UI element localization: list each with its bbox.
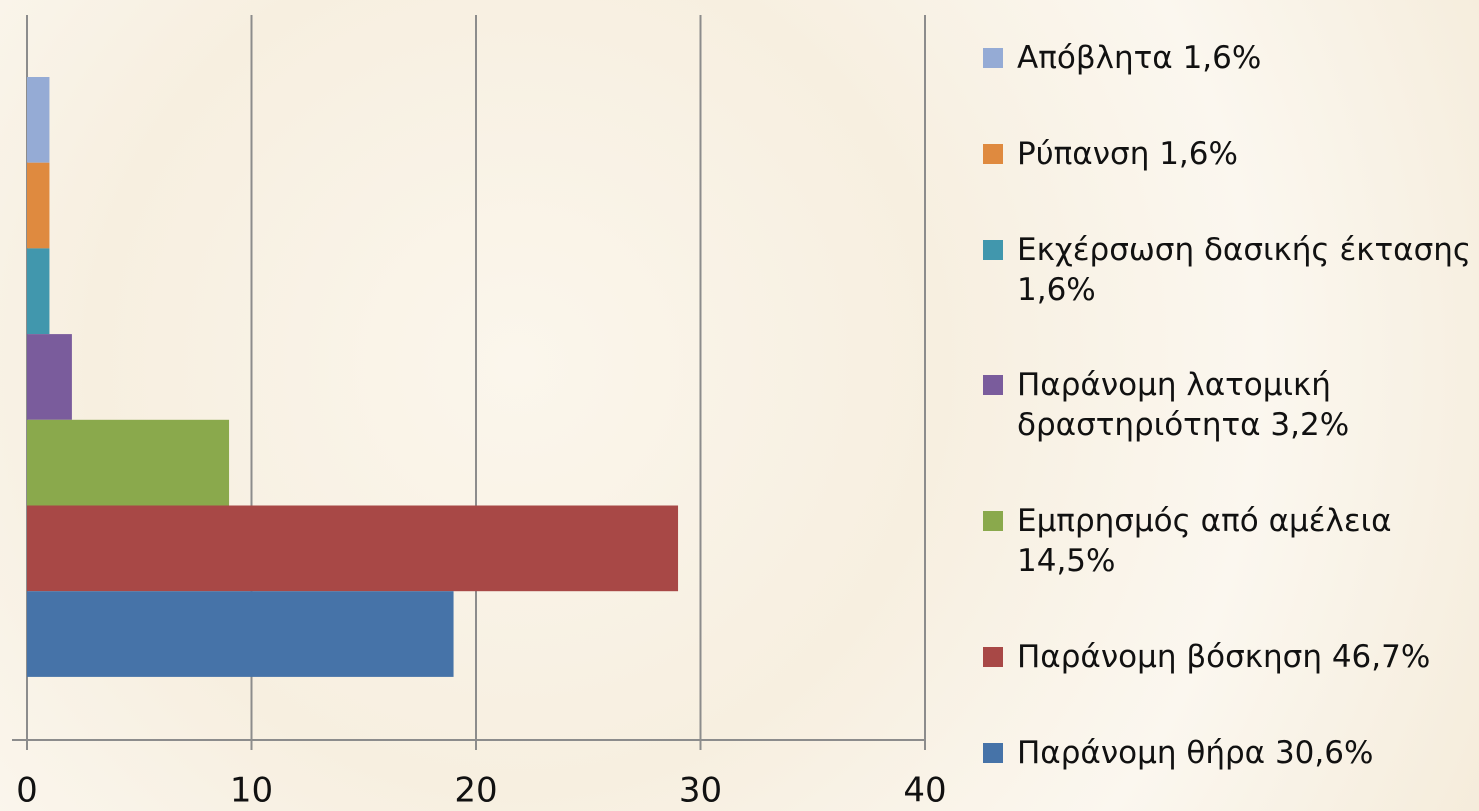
legend-label: Ρύπανση 1,6% <box>1017 134 1238 174</box>
bar <box>27 506 678 592</box>
legend: Απόβλητα 1,6% Ρύπανση 1,6% Εκχέρσωση δασικ… <box>983 0 1479 811</box>
legend-item: Εκχέρσωση δασικής έκτασης 1,6% <box>983 230 1479 310</box>
bar <box>27 163 49 249</box>
legend-label: Εκχέρσωση δασικής έκτασης 1,6% <box>1017 230 1479 310</box>
legend-item: Παράνομη θήρα 30,6% <box>983 733 1479 773</box>
x-tick-label: 40 <box>903 771 946 811</box>
legend-swatch <box>983 511 1003 531</box>
page: 0 10 20 30 40 Απόβλητα 1,6% Ρύπανση 1,6% Εκχέρ… <box>0 0 1479 811</box>
legend-label: Παράνομη βόσκηση 46,7% <box>1017 637 1430 677</box>
legend-item: Παράνομη λατομική δραστηριότητα 3,2% <box>983 365 1479 445</box>
legend-label: Παράνομη θήρα 30,6% <box>1017 733 1373 773</box>
bar <box>27 334 72 420</box>
legend-label: Εμπρησμός από αμέλεια 14,5% <box>1017 501 1479 581</box>
x-tick-label: 30 <box>679 771 722 811</box>
bar <box>27 420 229 506</box>
legend-label: Απόβλητα 1,6% <box>1017 38 1261 78</box>
bar <box>27 77 49 163</box>
bar <box>27 248 49 334</box>
legend-swatch <box>983 647 1003 667</box>
chart: 0 10 20 30 40 <box>0 0 960 811</box>
legend-label: Παράνομη λατομική δραστηριότητα 3,2% <box>1017 365 1479 445</box>
legend-swatch <box>983 144 1003 164</box>
legend-swatch <box>983 240 1003 260</box>
bar <box>27 591 454 677</box>
legend-item: Εμπρησμός από αμέλεια 14,5% <box>983 501 1479 581</box>
x-tick-label: 10 <box>230 771 273 811</box>
legend-swatch <box>983 743 1003 763</box>
x-tick-label: 0 <box>16 771 38 811</box>
legend-swatch <box>983 375 1003 395</box>
legend-item: Παράνομη βόσκηση 46,7% <box>983 637 1479 677</box>
legend-item: Ρύπανση 1,6% <box>983 134 1479 174</box>
legend-item: Απόβλητα 1,6% <box>983 38 1479 78</box>
legend-swatch <box>983 48 1003 68</box>
x-tick-label: 20 <box>454 771 497 811</box>
